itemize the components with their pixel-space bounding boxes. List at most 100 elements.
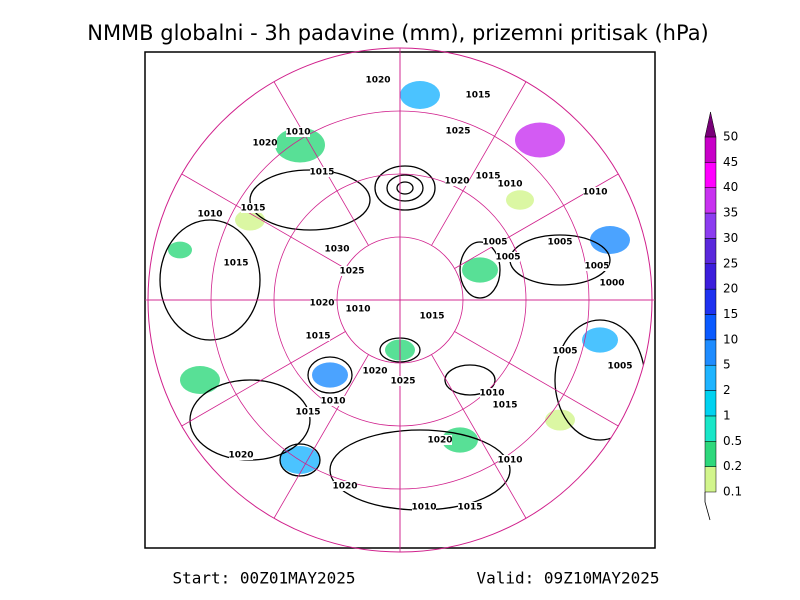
isobar-label: 1025 — [339, 267, 364, 277]
isobar-label-bg — [553, 346, 577, 356]
colorbar-box — [704, 238, 717, 265]
isobar-label: 1010 — [320, 397, 345, 407]
meridian — [454, 331, 619, 427]
isobar — [159, 219, 261, 341]
colorbar-box — [704, 339, 717, 366]
isobar-label-bg — [498, 455, 522, 465]
isobar-label-bg — [583, 187, 607, 197]
colorbar-box — [704, 390, 717, 417]
isobar-label: 1010 — [285, 128, 310, 138]
isobar — [279, 443, 321, 477]
isobar-label-bg — [498, 179, 522, 189]
isobar-label: 1030 — [324, 245, 349, 255]
isobar-label: 1010 — [479, 389, 504, 399]
colorbar-label: 0.5 — [723, 434, 742, 448]
precip-area — [180, 366, 220, 394]
isobar — [459, 241, 501, 299]
meridian — [431, 81, 527, 246]
isobar-label: 1005 — [482, 238, 507, 248]
meridian — [431, 354, 527, 519]
colorbar-label: 15 — [723, 307, 738, 321]
colorbar-box — [704, 136, 717, 163]
isobar-label-bg — [600, 278, 624, 288]
isobar-label: 1010 — [497, 456, 522, 466]
colorbar-label: 20 — [723, 282, 738, 296]
isobar-label-bg — [483, 237, 507, 247]
isobar-label-bg — [366, 75, 390, 85]
colorbar-box — [704, 415, 717, 442]
isobar-label-bg — [458, 502, 482, 512]
isobar-label-bg — [310, 298, 334, 308]
isobar-label-bg — [198, 209, 222, 219]
isobar — [444, 364, 496, 396]
isobar-label: 1015 — [240, 204, 265, 214]
isobar-label: 1015 — [223, 259, 248, 269]
colorbar-box — [704, 364, 717, 391]
isobar-label-bg — [412, 502, 436, 512]
isobar-label: 1020 — [332, 482, 357, 492]
colorbar-box — [704, 212, 717, 239]
isobar-label-bg — [340, 266, 364, 276]
isobar-label: 1015 — [309, 168, 334, 178]
isobar-label: 1015 — [475, 172, 500, 182]
isobar — [307, 356, 353, 394]
colorbar-label: 10 — [723, 332, 738, 346]
colorbar-box — [704, 162, 717, 188]
colorbar-label: 35 — [723, 206, 738, 220]
isobar-label: 1010 — [411, 503, 436, 513]
isobar-label: 1020 — [309, 299, 334, 309]
isobar-label: 1020 — [228, 451, 253, 461]
isobar-label-bg — [363, 366, 387, 376]
isobar-label-bg — [446, 126, 470, 136]
isobar-label: 1005 — [607, 362, 632, 372]
isobar-label: 1020 — [444, 177, 469, 187]
colorbar-box — [704, 187, 717, 214]
colorbar-label: 45 — [723, 155, 738, 169]
isobar-label: 1005 — [584, 262, 609, 272]
precip-area — [506, 190, 534, 210]
isobar-label: 1015 — [419, 312, 444, 322]
isobar-label-bg — [310, 167, 334, 177]
isobar-label-bg — [548, 237, 572, 247]
precip-area — [582, 327, 618, 353]
isobar-label: 1010 — [197, 210, 222, 220]
colorbar-label: 50 — [723, 129, 738, 143]
isobar-label: 1015 — [465, 91, 490, 101]
precip-area — [515, 122, 565, 158]
precip-area — [400, 81, 440, 109]
isobar-label: 1005 — [547, 238, 572, 248]
isobar-label-bg — [391, 376, 415, 386]
isobar-label-bg — [229, 450, 253, 460]
colorbar-label: 40 — [723, 180, 738, 194]
colorbar-box — [704, 263, 717, 290]
isobar-label: 1010 — [582, 188, 607, 198]
isobar-label-bg — [585, 261, 609, 271]
isobar-label-bg — [296, 407, 320, 417]
colorbar-label: 30 — [723, 231, 738, 245]
isobar-label-bg — [333, 481, 357, 491]
isobar-label-bg — [420, 311, 444, 321]
colorbar-label: 2 — [723, 383, 731, 397]
isobar-label-bg — [496, 252, 520, 262]
colorbar-box — [704, 314, 717, 341]
isobar-label-bg — [493, 400, 517, 410]
isobar-label-bg — [428, 435, 452, 445]
precip-area — [545, 409, 575, 431]
isobar-label: 1005 — [552, 347, 577, 357]
colorbar-label: 1 — [723, 408, 731, 422]
title: NMMB globalni - 3h padavine (mm), prizem… — [87, 21, 709, 45]
colorbar-label: 5 — [723, 358, 731, 372]
colorbar-label: 25 — [723, 256, 738, 270]
meridian — [181, 173, 346, 269]
isobar-label-bg — [286, 127, 310, 137]
isobar-label: 1025 — [390, 377, 415, 387]
isobar-label: 1010 — [497, 180, 522, 190]
isobar — [374, 165, 436, 211]
isobar — [386, 174, 424, 202]
colorbar-label: 0.1 — [723, 485, 742, 499]
isobar-label: 1025 — [445, 127, 470, 137]
isobar — [396, 181, 414, 195]
